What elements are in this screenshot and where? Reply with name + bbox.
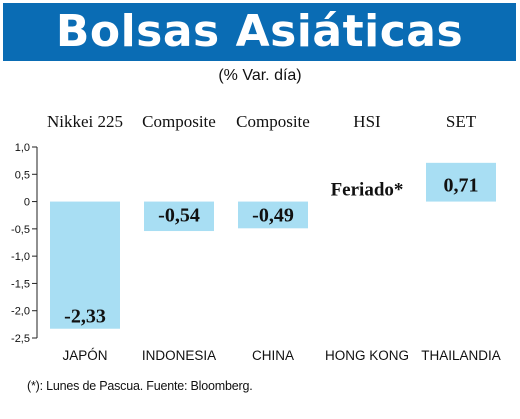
bar bbox=[144, 201, 214, 232]
chart-subtitle: (% Var. día) bbox=[218, 67, 302, 84]
bar bbox=[426, 162, 496, 202]
y-tick-label: 1,0 bbox=[15, 142, 30, 154]
y-tick-label: -2,0 bbox=[11, 306, 30, 318]
x-category-label: HONG KONG bbox=[325, 348, 409, 363]
bar bbox=[50, 201, 120, 329]
index-name: HSI bbox=[353, 112, 381, 131]
footnote: (*): Lunes de Pascua. Fuente: Bloomberg. bbox=[27, 379, 253, 393]
x-category-label: JAPÓN bbox=[62, 348, 107, 363]
x-category-label: CHINA bbox=[252, 348, 294, 363]
index-name: Nikkei 225 bbox=[47, 112, 123, 131]
bar-value-label: 0,71 bbox=[444, 175, 479, 197]
y-tick-label: -0,5 bbox=[11, 224, 30, 236]
y-tick-label: 0,5 bbox=[15, 169, 30, 181]
index-name: SET bbox=[446, 112, 477, 131]
y-tick-label: -2,5 bbox=[11, 333, 30, 345]
bar-value-label: -0,49 bbox=[252, 205, 294, 227]
index-name: Composite bbox=[236, 112, 310, 131]
y-tick-label: -1,5 bbox=[11, 278, 30, 290]
bar-value-label: -0,54 bbox=[158, 205, 200, 227]
y-tick-label: -1,0 bbox=[11, 251, 30, 263]
y-tick-label: 0 bbox=[24, 197, 30, 209]
title-banner: Bolsas Asiáticas bbox=[3, 3, 516, 61]
index-name: Composite bbox=[142, 112, 216, 131]
x-category-label: INDONESIA bbox=[142, 348, 216, 363]
bar-value-label: -2,33 bbox=[64, 306, 106, 328]
bar bbox=[238, 201, 308, 229]
bar-value-label: Feriado* bbox=[331, 180, 404, 201]
chart-title: Bolsas Asiáticas bbox=[55, 6, 464, 57]
x-category-label: THAILANDIA bbox=[421, 348, 501, 363]
